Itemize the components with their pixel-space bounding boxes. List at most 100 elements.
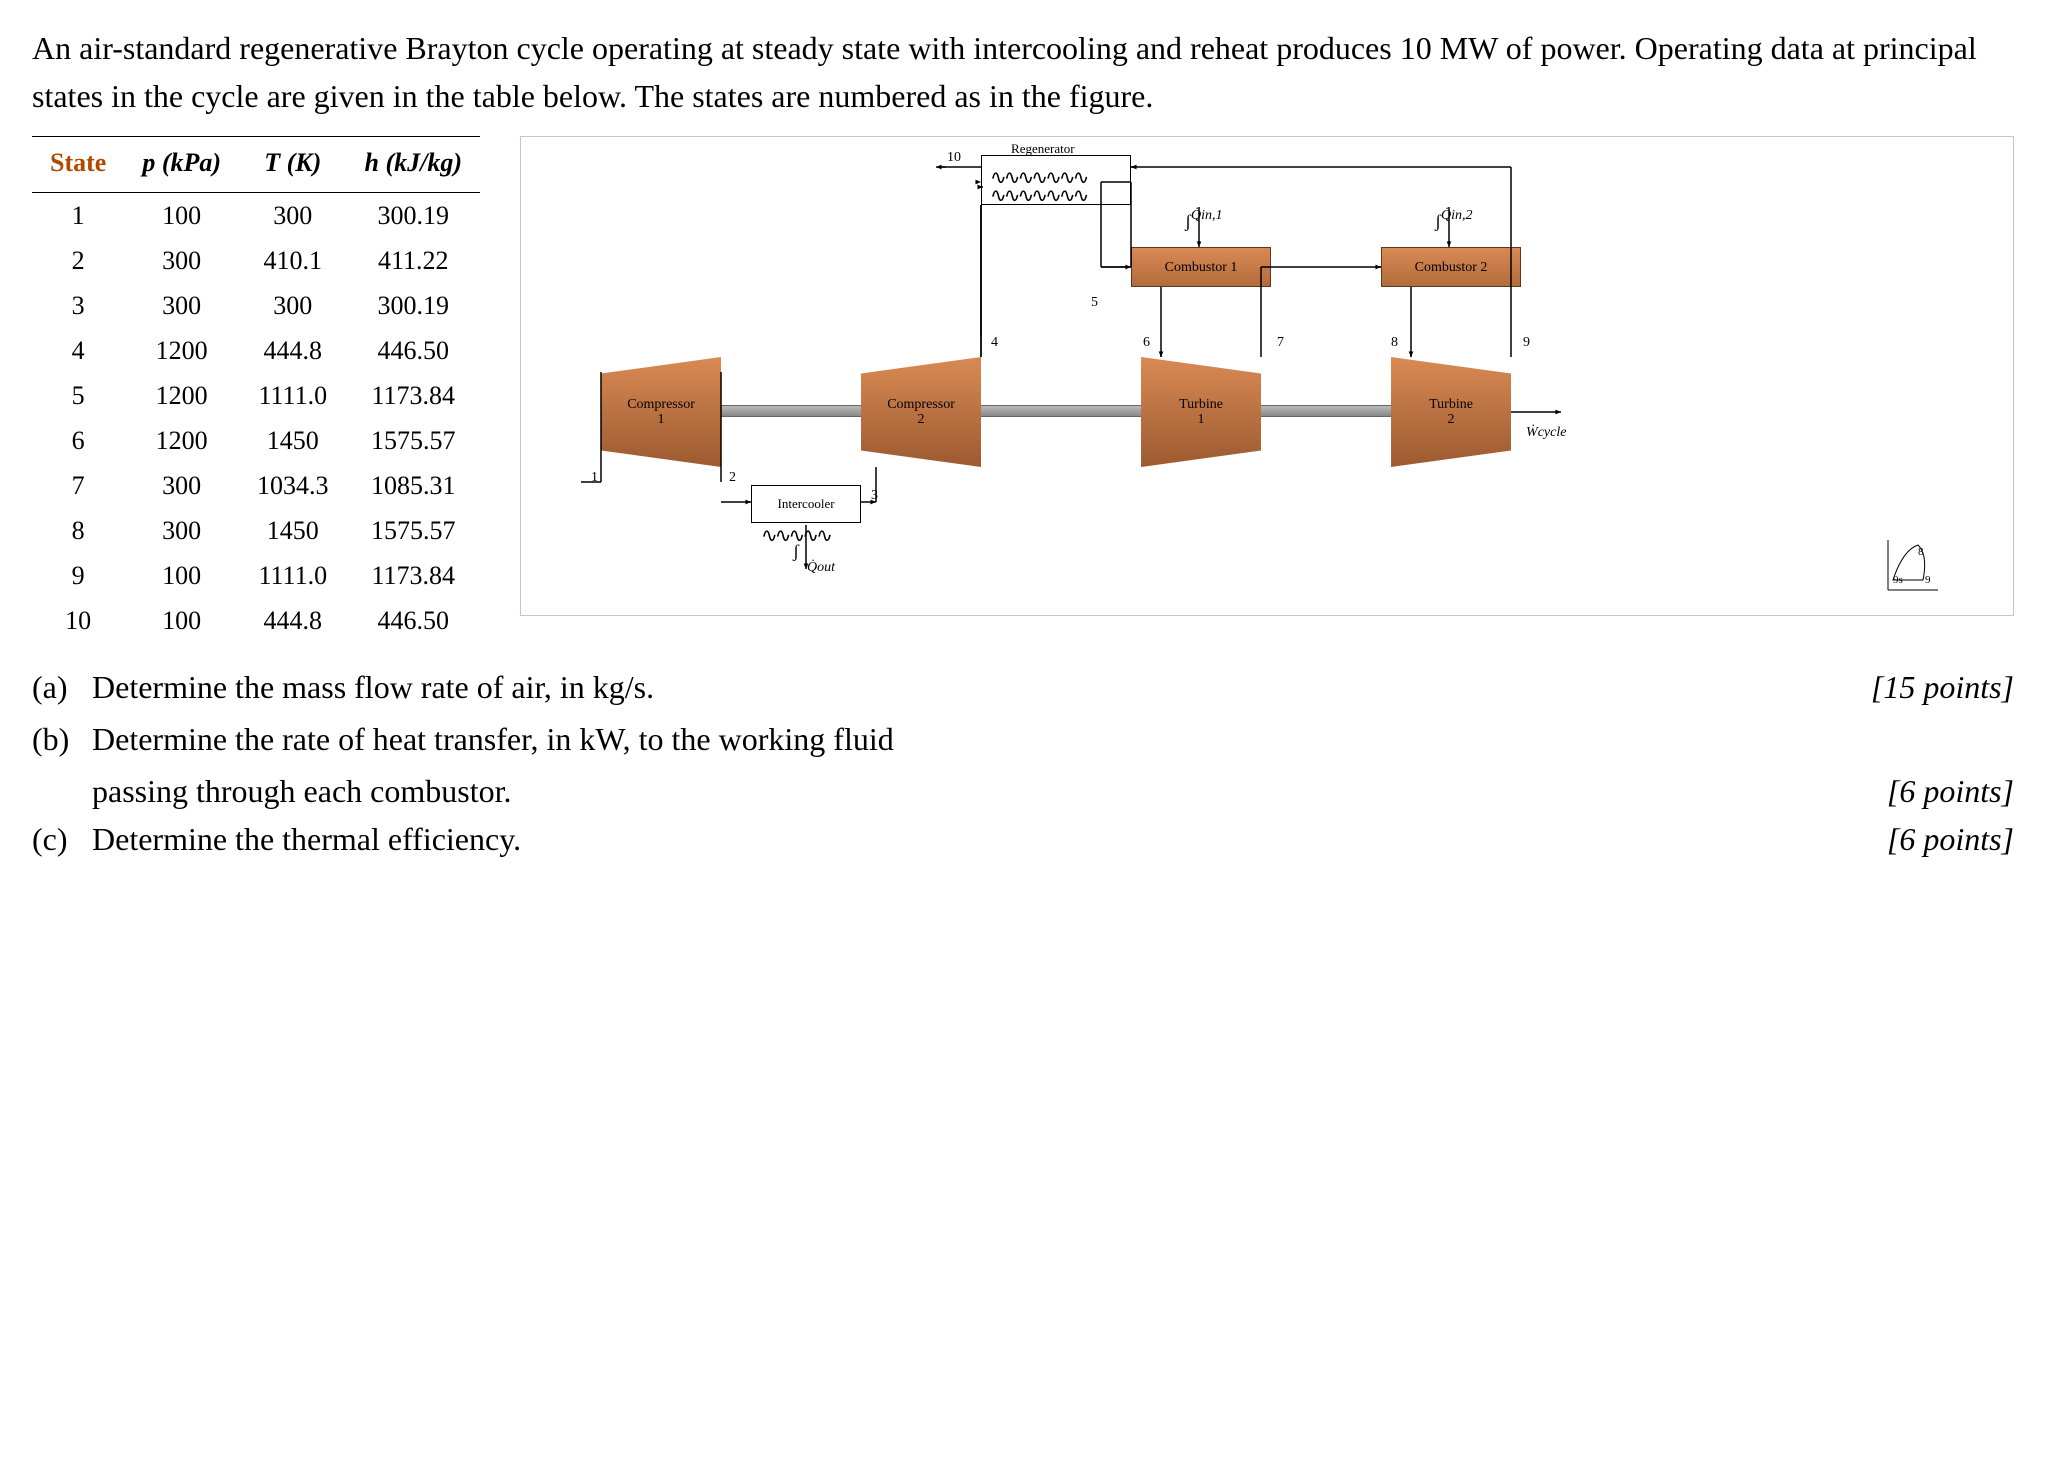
table-row: 10100444.8446.50 bbox=[32, 598, 480, 643]
table-cell: 100 bbox=[124, 193, 239, 239]
state-point-8: 8 bbox=[1391, 332, 1398, 353]
table-cell: 10 bbox=[32, 598, 124, 643]
cycle-diagram: ∿∿∿∿∿∿∿ ∿∿∿∿∿∿∿ Regenerator Compressor 1… bbox=[520, 136, 2014, 616]
turbine-2: Turbine 2 bbox=[1391, 357, 1511, 467]
table-row: 1100300300.19 bbox=[32, 193, 480, 239]
table-cell: 1575.57 bbox=[347, 418, 481, 463]
svg-text:8: 8 bbox=[1918, 546, 1924, 558]
table-cell: 100 bbox=[124, 598, 239, 643]
table-row: 91001111.01173.84 bbox=[32, 553, 480, 598]
table-cell: 1173.84 bbox=[347, 373, 481, 418]
svg-text:9s: 9s bbox=[1893, 574, 1903, 586]
compressor-2: Compressor 2 bbox=[861, 357, 981, 467]
ts-inset-icon: 8 9 9s bbox=[1883, 535, 1943, 595]
q-in-2-label: Q̇in,2 bbox=[1441, 205, 1473, 226]
state-point-5: 5 bbox=[1091, 292, 1098, 313]
table-cell: 446.50 bbox=[347, 328, 481, 373]
turbine-1: Turbine 1 bbox=[1141, 357, 1261, 467]
table-cell: 1034.3 bbox=[239, 463, 347, 508]
state-point-2: 2 bbox=[729, 467, 736, 488]
figure-row: State p (kPa) T (K) h (kJ/kg) 1100300300… bbox=[32, 136, 2014, 643]
col-h: h (kJ/kg) bbox=[347, 137, 481, 193]
table-cell: 1200 bbox=[124, 418, 239, 463]
table-cell: 100 bbox=[124, 553, 239, 598]
table-cell: 1200 bbox=[124, 328, 239, 373]
state-point-6: 6 bbox=[1143, 332, 1150, 353]
regenerator-label: Regenerator bbox=[1011, 139, 1075, 159]
table-cell: 300 bbox=[124, 463, 239, 508]
question-b-text-line2: passing through each combustor. bbox=[92, 767, 1814, 815]
table-cell: 2 bbox=[32, 238, 124, 283]
question-a-points: [15 points] bbox=[1814, 663, 2014, 711]
state-point-1: 1 bbox=[591, 467, 598, 488]
question-c-points: [6 points] bbox=[1814, 815, 2014, 863]
table-cell: 1450 bbox=[239, 418, 347, 463]
shaft bbox=[601, 405, 1511, 417]
table-row: 512001111.01173.84 bbox=[32, 373, 480, 418]
table-cell: 4 bbox=[32, 328, 124, 373]
col-p: p (kPa) bbox=[124, 137, 239, 193]
state-point-3: 3 bbox=[871, 485, 878, 506]
table-cell: 8 bbox=[32, 508, 124, 553]
combustor-1: Combustor 1 bbox=[1131, 247, 1271, 287]
question-c-label: (c) bbox=[32, 815, 92, 863]
table-cell: 300 bbox=[124, 508, 239, 553]
table-cell: 300.19 bbox=[347, 193, 481, 239]
svg-text:9: 9 bbox=[1925, 574, 1931, 586]
table-cell: 1575.57 bbox=[347, 508, 481, 553]
question-a-label: (a) bbox=[32, 663, 92, 711]
table-cell: 1111.0 bbox=[239, 553, 347, 598]
table-cell: 1085.31 bbox=[347, 463, 481, 508]
table-cell: 1111.0 bbox=[239, 373, 347, 418]
question-a-text: Determine the mass flow rate of air, in … bbox=[92, 663, 1814, 711]
table-cell: 300 bbox=[239, 193, 347, 239]
table-cell: 411.22 bbox=[347, 238, 481, 283]
w-cycle-label: Ẇcycle bbox=[1526, 422, 1566, 443]
state-point-7: 7 bbox=[1277, 332, 1284, 353]
intercooler-box: Intercooler bbox=[751, 485, 861, 523]
problem-statement: An air-standard regenerative Brayton cyc… bbox=[32, 24, 2014, 120]
table-row: 3300300300.19 bbox=[32, 283, 480, 328]
table-cell: 1200 bbox=[124, 373, 239, 418]
table-cell: 9 bbox=[32, 553, 124, 598]
table-cell: 1 bbox=[32, 193, 124, 239]
question-c: (c) Determine the thermal efficiency. [6… bbox=[32, 815, 2014, 863]
piping-lines: ʃʃʃ bbox=[521, 137, 2013, 615]
table-cell: 1450 bbox=[239, 508, 347, 553]
table-row: 41200444.8446.50 bbox=[32, 328, 480, 373]
table-cell: 300.19 bbox=[347, 283, 481, 328]
q-out-label: Q̇out bbox=[807, 557, 835, 578]
table-cell: 6 bbox=[32, 418, 124, 463]
col-T: T (K) bbox=[239, 137, 347, 193]
question-b: (b) Determine the rate of heat transfer,… bbox=[32, 715, 2014, 763]
question-b-points: [6 points] bbox=[1814, 767, 2014, 815]
question-b-label: (b) bbox=[32, 715, 92, 763]
table-cell: 410.1 bbox=[239, 238, 347, 283]
table-row: 830014501575.57 bbox=[32, 508, 480, 553]
state-table: State p (kPa) T (K) h (kJ/kg) 1100300300… bbox=[32, 136, 480, 643]
state-point-10: 10 bbox=[947, 147, 961, 168]
intercooler-coil-icon: ∿∿∿∿∿ bbox=[761, 520, 830, 550]
table-row: 73001034.31085.31 bbox=[32, 463, 480, 508]
table-row: 6120014501575.57 bbox=[32, 418, 480, 463]
table-cell: 5 bbox=[32, 373, 124, 418]
table-cell: 1173.84 bbox=[347, 553, 481, 598]
question-b-line2: passing through each combustor. [6 point… bbox=[92, 767, 2014, 815]
table-cell: 300 bbox=[124, 238, 239, 283]
col-state: State bbox=[32, 137, 124, 193]
table-cell: 444.8 bbox=[239, 598, 347, 643]
questions-block: (a) Determine the mass flow rate of air,… bbox=[32, 663, 2014, 863]
q-in-1-label: Q̇in,1 bbox=[1191, 205, 1223, 226]
table-cell: 7 bbox=[32, 463, 124, 508]
question-b-text-line1: Determine the rate of heat transfer, in … bbox=[92, 715, 1814, 763]
question-a: (a) Determine the mass flow rate of air,… bbox=[32, 663, 2014, 711]
state-point-4: 4 bbox=[991, 332, 998, 353]
table-row: 2300410.1411.22 bbox=[32, 238, 480, 283]
combustor-2: Combustor 2 bbox=[1381, 247, 1521, 287]
table-cell: 300 bbox=[239, 283, 347, 328]
regenerator-box: ∿∿∿∿∿∿∿ ∿∿∿∿∿∿∿ bbox=[981, 155, 1131, 205]
table-cell: 444.8 bbox=[239, 328, 347, 373]
compressor-1: Compressor 1 bbox=[601, 357, 721, 467]
table-cell: 300 bbox=[124, 283, 239, 328]
table-cell: 3 bbox=[32, 283, 124, 328]
